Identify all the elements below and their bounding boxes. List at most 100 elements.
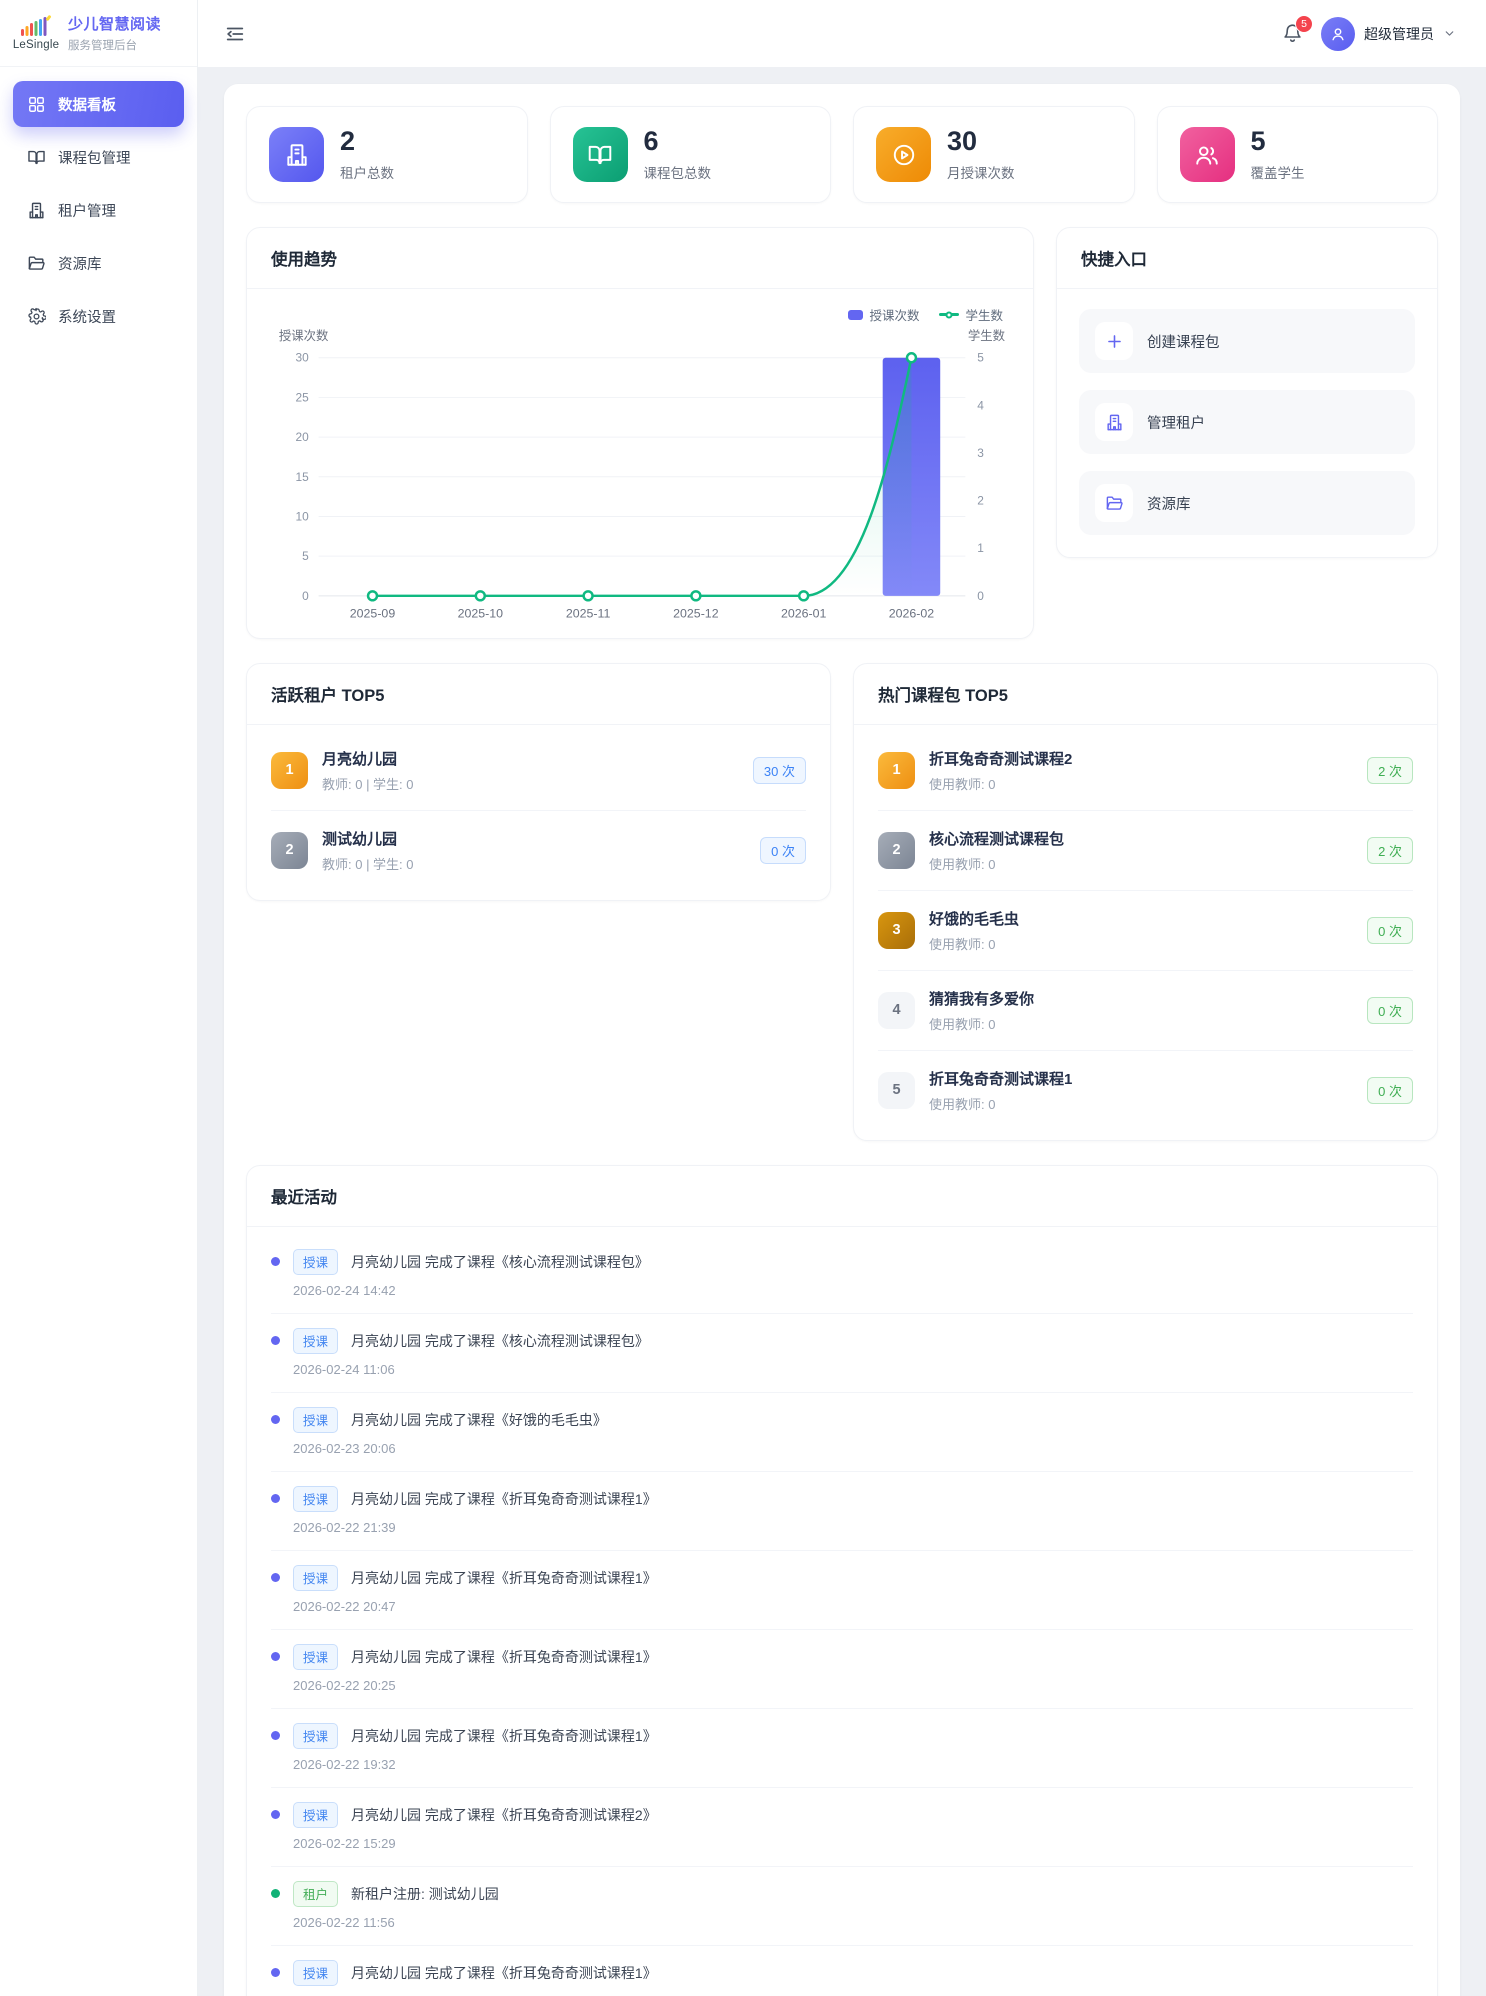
activity-text: 月亮幼儿园 完成了课程《核心流程测试课程包》 xyxy=(351,1332,649,1349)
activity-timestamp: 2026-02-22 19:32 xyxy=(293,1756,396,1772)
sidebar-item[interactable]: 课程包管理 xyxy=(13,134,184,180)
notification-bell-icon[interactable]: 5 xyxy=(1282,15,1313,44)
legend-item-line[interactable]: 学生数 xyxy=(939,305,1003,324)
tenant-name: 测试幼儿园 xyxy=(322,830,398,848)
activity-dot xyxy=(271,1257,280,1267)
dashboard-wrapper: 2 租户总数 xyxy=(224,84,1460,1996)
activity-text: 月亮幼儿园 完成了课程《折耳兔奇奇测试课程1》 xyxy=(351,1727,657,1744)
activity-timestamp: 2026-02-22 20:25 xyxy=(293,1677,396,1693)
activity-dot xyxy=(271,1494,280,1504)
activity-text: 月亮幼儿园 完成了课程《折耳兔奇奇测试课程1》 xyxy=(351,1569,657,1586)
chart-legend: 授课次数 学生数 xyxy=(271,305,1009,324)
stat-value: 6 xyxy=(643,126,659,157)
card-title: 活跃租户 TOP5 xyxy=(271,686,385,705)
svg-text:0: 0 xyxy=(302,589,309,603)
activity-text: 新租户注册: 测试幼儿园 xyxy=(351,1885,499,1902)
svg-text:1: 1 xyxy=(977,541,984,555)
rank-badge: 4 xyxy=(878,991,915,1029)
usage-count-badge: 2 次 xyxy=(1367,836,1413,864)
package-row: 3 好饿的毛毛虫 使用教师: 0 0 次 xyxy=(878,891,1413,971)
stat-value: 2 xyxy=(340,126,356,157)
middle-row: 使用趋势 授课次数 学生数 xyxy=(246,227,1438,639)
stat-card: 30 月授课次数 xyxy=(853,106,1135,203)
usage-count-badge: 0 次 xyxy=(1367,1076,1413,1104)
folder-icon xyxy=(28,255,45,270)
activity-timestamp: 2026-02-22 15:29 xyxy=(293,1835,396,1851)
svg-text:2026-02: 2026-02 xyxy=(889,607,935,621)
brand-area: LeSingle 少儿智慧阅读 服务管理后台 xyxy=(0,0,197,67)
activity-dot xyxy=(271,1889,280,1899)
package-meta: 使用教师: 0 xyxy=(929,776,996,792)
quick-entry-label: 创建课程包 xyxy=(1147,334,1220,351)
quick-entry-button[interactable]: 资源库 xyxy=(1079,471,1415,535)
hot-packages-card: 热门课程包 TOP5 1 折耳兔奇奇测试课程2 使用教师: 0 xyxy=(853,662,1438,1141)
tenant-list: 1 月亮幼儿园 教师: 0 | 学生: 0 30 次 2 xyxy=(247,725,830,900)
content-scroll[interactable]: 2 租户总数 xyxy=(198,67,1486,1996)
sidebar: LeSingle 少儿智慧阅读 服务管理后台 xyxy=(0,0,198,1996)
package-list: 1 折耳兔奇奇测试课程2 使用教师: 0 2 次 2 xyxy=(854,725,1437,1140)
tenant-name: 月亮幼儿园 xyxy=(322,750,398,768)
book-icon xyxy=(588,145,612,164)
svg-text:2025-09: 2025-09 xyxy=(350,607,396,621)
activity-tag-badge: 授课 xyxy=(293,1406,339,1433)
activity-timestamp: 2026-02-24 14:42 xyxy=(293,1282,396,1298)
card-header: 最近活动 xyxy=(247,1166,1437,1227)
sidebar-item[interactable]: 系统设置 xyxy=(13,293,184,339)
svg-text:学生数: 学生数 xyxy=(968,328,1006,343)
user-menu[interactable]: 超级管理员 xyxy=(1321,16,1456,51)
activity-timestamp: 2026-02-23 20:06 xyxy=(293,1440,396,1456)
usage-trend-chart: 0 5 10 15 20 25 30 0 1 2 3 4 5 授课次数 学生数 2025-09 2025-10 2… xyxy=(279,328,1006,621)
users-icon xyxy=(1196,145,1218,165)
activity-row: 授课 月亮幼儿园 完成了课程《好饿的毛毛虫》 2026-02-23 20:06 xyxy=(271,1393,1413,1472)
activity-row: 授课 月亮幼儿园 完成了课程《折耳兔奇奇测试课程1》 2026-02-21 20… xyxy=(271,1946,1413,1996)
collapse-sidebar-icon[interactable] xyxy=(224,23,246,45)
app-title: 少儿智慧阅读 xyxy=(68,16,162,33)
activity-text: 月亮幼儿园 完成了课程《核心流程测试课程包》 xyxy=(351,1253,649,1270)
line-legend-marker xyxy=(939,311,960,318)
brand-logo: LeSingle xyxy=(13,15,59,51)
sidebar-item-label: 租户管理 xyxy=(58,203,116,220)
quick-entry-button[interactable]: 管理租户 xyxy=(1079,390,1415,454)
brand-name: LeSingle xyxy=(12,39,60,51)
building-icon xyxy=(1106,414,1122,430)
usage-count-badge: 0 次 xyxy=(1367,916,1413,944)
package-name: 折耳兔奇奇测试课程1 xyxy=(929,1070,1073,1088)
activity-dot xyxy=(271,1652,280,1662)
stat-label: 覆盖学生 xyxy=(1250,165,1305,181)
activity-row: 授课 月亮幼儿园 完成了课程《核心流程测试课程包》 2026-02-24 11:… xyxy=(271,1314,1413,1393)
activity-tag-badge: 授课 xyxy=(293,1485,339,1512)
card-title: 热门课程包 TOP5 xyxy=(878,686,1008,705)
card-title: 最近活动 xyxy=(271,1188,337,1207)
sidebar-item[interactable]: 租户管理 xyxy=(13,187,184,233)
activity-tag-badge: 授课 xyxy=(293,1722,339,1749)
svg-text:2025-12: 2025-12 xyxy=(673,607,719,621)
activity-text: 月亮幼儿园 完成了课程《折耳兔奇奇测试课程1》 xyxy=(351,1648,657,1665)
sidebar-item-label: 课程包管理 xyxy=(58,150,131,167)
activity-tag-badge: 授课 xyxy=(293,1643,339,1670)
svg-text:10: 10 xyxy=(295,509,309,523)
quick-entry-button[interactable]: 创建课程包 xyxy=(1079,309,1415,373)
sidebar-item-label: 资源库 xyxy=(58,256,102,273)
sidebar-item[interactable]: 资源库 xyxy=(13,240,184,286)
legend-item-bar[interactable]: 授课次数 xyxy=(848,305,919,324)
activity-tag-badge: 授课 xyxy=(293,1959,339,1986)
package-row: 1 折耳兔奇奇测试课程2 使用教师: 0 2 次 xyxy=(878,731,1413,811)
package-name: 猜猜我有多爱你 xyxy=(929,990,1035,1008)
activity-dot xyxy=(271,1415,280,1425)
usage-trend-card: 使用趋势 授课次数 学生数 xyxy=(246,227,1034,639)
svg-text:2025-11: 2025-11 xyxy=(566,607,611,621)
stat-value: 30 xyxy=(947,126,978,157)
svg-text:25: 25 xyxy=(295,390,309,404)
dashboard-icon xyxy=(29,96,44,112)
activity-row: 授课 月亮幼儿园 完成了课程《折耳兔奇奇测试课程1》 2026-02-22 21… xyxy=(271,1472,1413,1551)
top5-row: 活跃租户 TOP5 1 月亮幼儿园 教师: 0 | 学生: 0 xyxy=(246,662,1438,1141)
gear-icon xyxy=(28,307,46,325)
svg-text:5: 5 xyxy=(302,549,309,563)
sidebar-item-label: 系统设置 xyxy=(58,309,116,326)
activity-text: 月亮幼儿园 完成了课程《折耳兔奇奇测试课程1》 xyxy=(351,1964,657,1981)
svg-text:5: 5 xyxy=(977,351,984,365)
sidebar-item[interactable]: 数据看板 xyxy=(13,81,184,127)
package-name: 折耳兔奇奇测试课程2 xyxy=(929,750,1073,768)
activity-tag-badge: 授课 xyxy=(293,1564,339,1591)
